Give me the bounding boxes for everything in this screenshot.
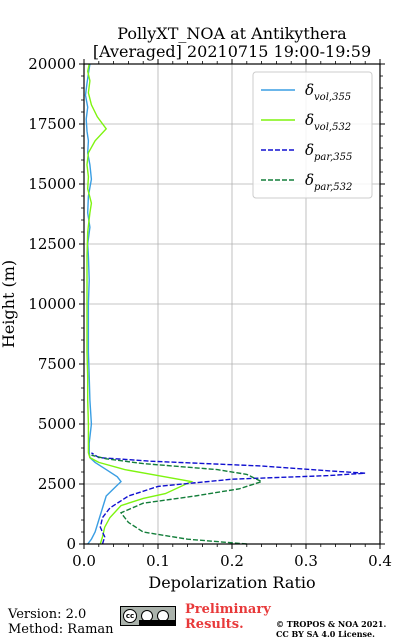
series-line-vol-355 xyxy=(84,63,122,545)
y-tick-label: 15000 xyxy=(28,175,76,193)
preliminary-notice: Preliminary Results. xyxy=(185,602,271,632)
copyright-notice: © TROPOS & NOA 2021. CC BY SA 4.0 Licens… xyxy=(276,619,386,639)
x-tick-label: 0.3 xyxy=(294,552,318,570)
legend-entry: δpar,355 xyxy=(305,141,352,163)
x-tick-label: 0.0 xyxy=(72,552,96,570)
chart-title-line1: PollyXT_NOA at Antikythera xyxy=(117,24,347,43)
badge-strip xyxy=(139,620,175,625)
preliminary-line2: Results. xyxy=(185,617,244,632)
x-tick-label: 0.4 xyxy=(368,552,392,570)
x-axis-label: Depolarization Ratio xyxy=(148,573,315,592)
copyright-line2: CC BY SA 4.0 License. xyxy=(276,629,375,639)
copyright-line1: © TROPOS & NOA 2021. xyxy=(276,619,387,629)
chart-title-line2: [Averaged] 20210715 19:00-19:59 xyxy=(93,42,371,61)
legend-entry: δvol,355 xyxy=(305,81,351,103)
legend: δvol,355 δvol,532 δpar,355 δpar,532 xyxy=(252,71,373,199)
y-tick-label: 5000 xyxy=(38,415,76,433)
y-tick-label: 10000 xyxy=(28,295,76,313)
x-tick-label: 0.1 xyxy=(146,552,170,570)
y-axis-label: Height (m) xyxy=(0,260,18,348)
method-text: Method: Raman xyxy=(8,622,114,637)
axis-ticks: 0.0 0.1 0.2 0.3 0.4 0 2500 5000 7500 10000 12500 15… xyxy=(28,55,392,570)
y-tick-label: 2500 xyxy=(38,475,76,493)
y-tick-label: 7500 xyxy=(38,355,76,373)
series-line-par-532 xyxy=(91,454,264,545)
series-line-par-355 xyxy=(91,452,366,545)
series-line-vol-532 xyxy=(86,63,194,545)
preliminary-line1: Preliminary xyxy=(185,602,271,617)
legend-entry: δvol,532 xyxy=(305,111,351,133)
cc-icon: cc xyxy=(123,609,137,623)
cc-by-sa-badge-icon: cc xyxy=(120,606,176,626)
version-text: Version: 2.0 xyxy=(8,607,87,622)
x-tick-label: 0.2 xyxy=(220,552,244,570)
legend-box xyxy=(252,71,373,199)
y-tick-label: 17500 xyxy=(28,115,76,133)
y-tick-label: 12500 xyxy=(28,235,76,253)
series-lines xyxy=(84,63,366,545)
legend-entry: δpar,532 xyxy=(305,171,352,193)
y-tick-label: 0 xyxy=(66,535,76,553)
depolarization-chart: 0.0 0.1 0.2 0.3 0.4 0 2500 5000 7500 10000 12500 15… xyxy=(0,24,392,592)
y-tick-label: 20000 xyxy=(28,55,76,73)
